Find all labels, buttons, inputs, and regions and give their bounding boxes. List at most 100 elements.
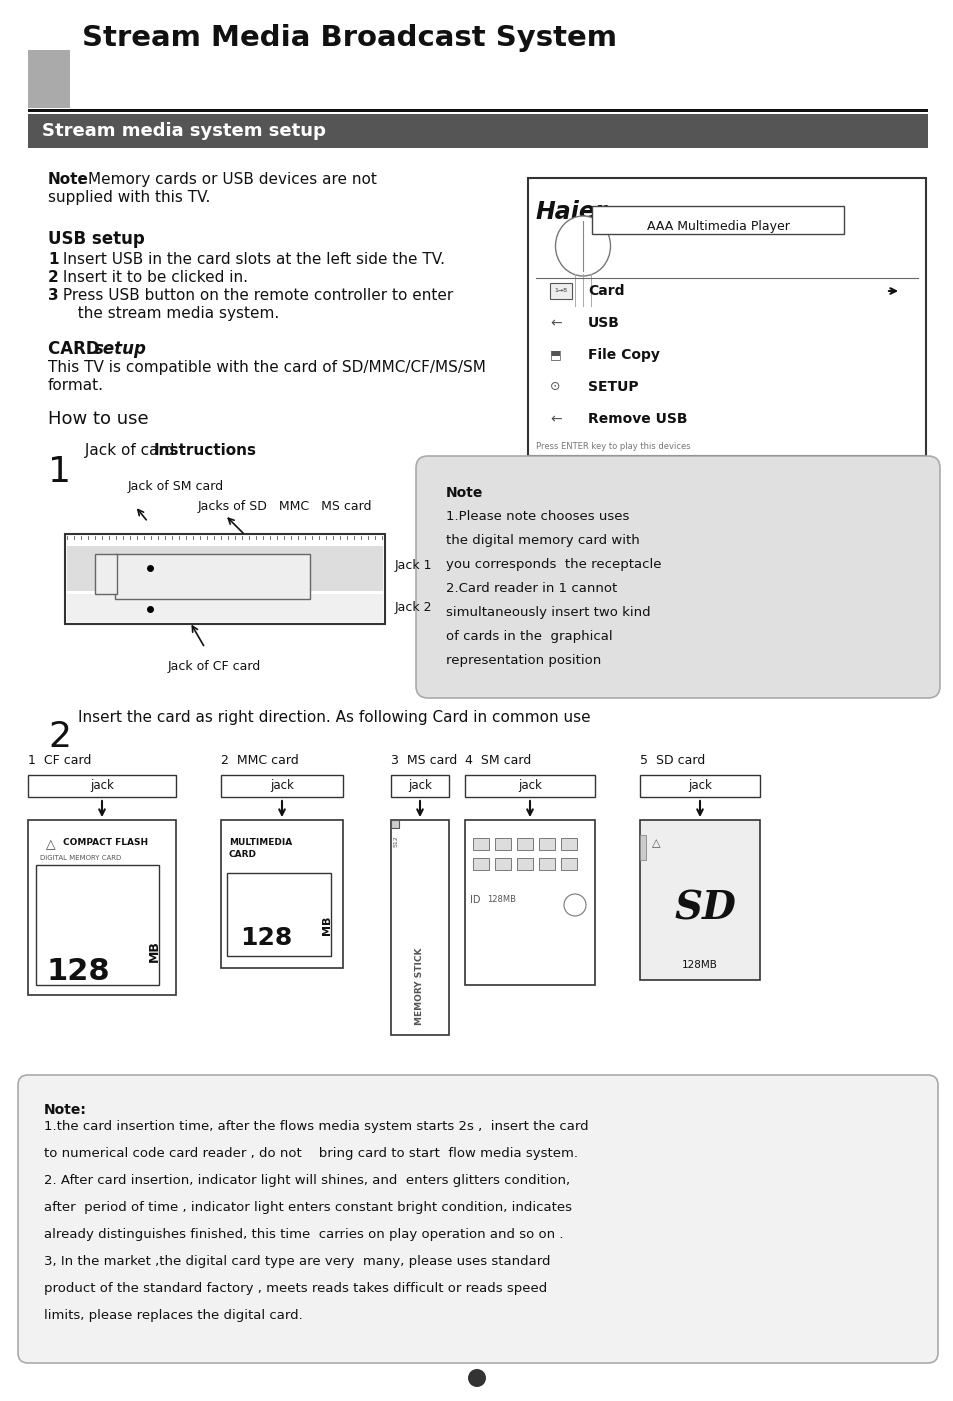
Text: Note: Note <box>446 486 483 500</box>
Bar <box>527 178 925 455</box>
Text: USB: USB <box>587 317 619 331</box>
Text: Instructions: Instructions <box>153 443 256 458</box>
Text: the digital memory card with: the digital memory card with <box>446 534 639 546</box>
Text: Press USB button on the remote controller to enter: Press USB button on the remote controlle… <box>58 289 453 303</box>
FancyBboxPatch shape <box>592 206 843 234</box>
Bar <box>639 820 760 981</box>
Bar <box>391 820 398 828</box>
Text: SETUP: SETUP <box>587 380 638 394</box>
Text: △: △ <box>46 838 55 850</box>
Text: MEMORY STICK: MEMORY STICK <box>416 947 424 1026</box>
Bar <box>464 775 595 797</box>
Text: Haier: Haier <box>536 200 607 224</box>
Bar <box>28 113 927 149</box>
Bar <box>517 838 533 850</box>
Text: supplied with this TV.: supplied with this TV. <box>48 191 211 205</box>
Text: simultaneously insert two kind: simultaneously insert two kind <box>446 607 650 619</box>
Text: This TV is compatible with the card of SD/MMC/CF/MS/SM: This TV is compatible with the card of S… <box>48 360 485 375</box>
Text: Jack 2: Jack 2 <box>395 601 432 615</box>
Text: after  period of time , indicator light enters constant bright condition, indica: after period of time , indicator light e… <box>44 1201 572 1215</box>
Text: jack: jack <box>687 779 711 793</box>
Bar <box>95 553 117 594</box>
Bar <box>639 835 645 860</box>
Text: MULTIMEDIA: MULTIMEDIA <box>229 838 292 848</box>
Text: limits, please replaces the digital card.: limits, please replaces the digital card… <box>44 1309 302 1323</box>
Bar <box>538 838 555 850</box>
Bar <box>473 838 489 850</box>
Bar <box>473 857 489 870</box>
Text: 2: 2 <box>48 720 71 754</box>
Text: : Memory cards or USB devices are not: : Memory cards or USB devices are not <box>78 172 376 186</box>
Text: format.: format. <box>48 378 104 394</box>
Bar <box>28 109 927 112</box>
Text: SD: SD <box>674 890 735 927</box>
Bar <box>391 775 449 797</box>
Ellipse shape <box>563 894 585 916</box>
Text: COMPACT FLASH: COMPACT FLASH <box>63 838 148 848</box>
Text: 1  CF card: 1 CF card <box>28 754 91 766</box>
Text: 3: 3 <box>48 289 58 303</box>
Text: Remove USB: Remove USB <box>587 412 687 426</box>
Bar <box>67 594 382 622</box>
Text: 1→8: 1→8 <box>554 289 567 293</box>
Bar <box>560 838 577 850</box>
Text: Insert it to be clicked in.: Insert it to be clicked in. <box>58 270 248 284</box>
Text: ID: ID <box>470 895 480 905</box>
Text: 1: 1 <box>48 252 58 268</box>
Text: Jack 1: Jack 1 <box>395 559 432 572</box>
Bar <box>28 50 70 108</box>
Text: jack: jack <box>517 779 541 793</box>
FancyBboxPatch shape <box>18 1075 937 1363</box>
Text: 2.Card reader in 1 cannot: 2.Card reader in 1 cannot <box>446 581 617 595</box>
Text: DIGITAL MEMORY CARD: DIGITAL MEMORY CARD <box>40 855 121 862</box>
Text: ⬒: ⬒ <box>550 349 561 361</box>
Bar <box>28 775 175 797</box>
Text: 1.the card insertion time, after the flows media system starts 2s ,  insert the : 1.the card insertion time, after the flo… <box>44 1119 588 1133</box>
Text: 2. After card insertion, indicator light will shines, and  enters glitters condi: 2. After card insertion, indicator light… <box>44 1174 570 1187</box>
Bar <box>65 534 385 623</box>
Text: Jack of card: Jack of card <box>80 443 179 458</box>
Text: Press ENTER key to play this devices: Press ENTER key to play this devices <box>536 441 690 451</box>
Text: ⊙: ⊙ <box>550 381 560 394</box>
Bar <box>550 283 572 298</box>
Text: 5  SD card: 5 SD card <box>639 754 704 766</box>
Text: MB: MB <box>322 916 332 936</box>
Bar <box>560 857 577 870</box>
Text: 4  SM card: 4 SM card <box>464 754 531 766</box>
Ellipse shape <box>555 216 610 276</box>
Text: setup: setup <box>94 340 147 359</box>
Text: 128MB: 128MB <box>486 895 516 904</box>
Text: CARD: CARD <box>229 850 256 859</box>
Bar <box>538 857 555 870</box>
Text: the stream media system.: the stream media system. <box>68 305 279 321</box>
Bar <box>28 820 175 995</box>
FancyBboxPatch shape <box>416 455 939 698</box>
Text: Jack of SM card: Jack of SM card <box>128 481 224 493</box>
Text: to numerical code card reader , do not    bring card to start  flow media system: to numerical code card reader , do not b… <box>44 1147 578 1160</box>
Polygon shape <box>221 820 343 968</box>
Text: File Copy: File Copy <box>587 347 659 361</box>
Text: Stream Media Broadcast System: Stream Media Broadcast System <box>82 24 617 52</box>
Text: Stream media system setup: Stream media system setup <box>42 122 326 140</box>
Text: of cards in the  graphical: of cards in the graphical <box>446 630 612 643</box>
Text: jack: jack <box>90 779 113 793</box>
Bar <box>227 873 331 955</box>
Text: AAA Multimedia Player: AAA Multimedia Player <box>646 220 789 233</box>
Text: 128: 128 <box>46 957 110 986</box>
Text: How to use: How to use <box>48 410 149 427</box>
Text: Jacks of SD   MMC   MS card: Jacks of SD MMC MS card <box>198 500 372 513</box>
Text: 128MB: 128MB <box>681 960 718 969</box>
Text: MB: MB <box>148 940 160 962</box>
Bar <box>495 838 511 850</box>
Bar <box>115 553 310 600</box>
Text: Insert the card as right direction. As following Card in common use: Insert the card as right direction. As f… <box>78 710 590 724</box>
Circle shape <box>468 1369 485 1387</box>
Text: 2: 2 <box>48 270 59 284</box>
Bar <box>221 775 343 797</box>
Text: jack: jack <box>408 779 432 793</box>
Text: ←: ← <box>550 317 561 331</box>
Text: you corresponds  the receptacle: you corresponds the receptacle <box>446 558 660 572</box>
Text: 3, In the market ,the digital card type are very  many, please uses standard: 3, In the market ,the digital card type … <box>44 1255 550 1268</box>
Text: Note: Note <box>48 172 89 186</box>
Text: USB setup: USB setup <box>48 230 145 248</box>
